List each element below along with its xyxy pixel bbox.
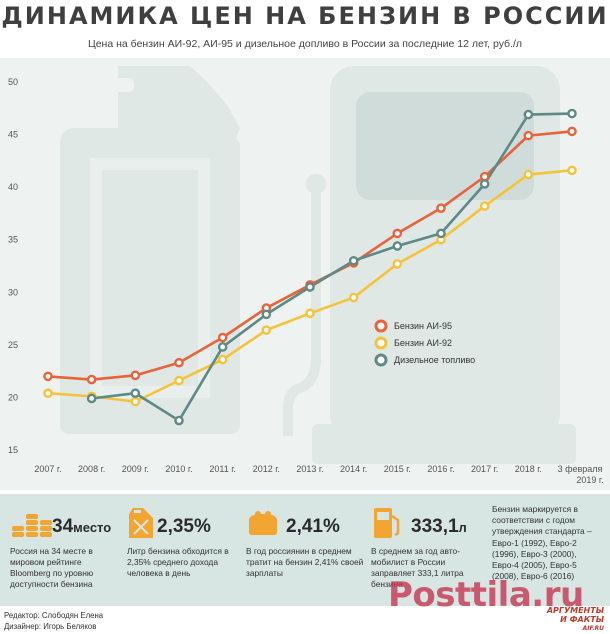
- legend-marker: [374, 353, 388, 367]
- data-point: [567, 165, 577, 176]
- series-line: [91, 112, 573, 422]
- legend-label: Бензин АИ-92: [394, 338, 452, 348]
- legend-marker: [374, 336, 388, 350]
- x-tick-label: 3 февраля: [558, 464, 603, 474]
- data-point: [348, 292, 359, 303]
- data-point: [305, 282, 315, 292]
- fact-volume-value: 333,1л: [411, 516, 467, 537]
- data-point: [86, 393, 97, 404]
- data-point: [174, 415, 184, 426]
- credits: Редактор: Слободян Елена Дизайнер: Игорь…: [4, 610, 103, 632]
- x-tick-label: 2009 г.: [122, 464, 149, 474]
- x-tick-label: 2010 г.: [165, 464, 192, 474]
- data-point: [523, 109, 534, 120]
- aif-logo: АРГУМЕНТЫ И ФАКТЫ AIF.RU: [546, 606, 604, 632]
- data-point: [567, 108, 577, 119]
- facts-panel: 34место Россия на 34 месте в мировом рей…: [0, 494, 610, 606]
- data-point: [217, 354, 228, 365]
- x-axis: 2007 г. 2008 г. 2009 г. 2010 г. 2011 г. 2012 …: [34, 464, 603, 485]
- data-point: [217, 342, 228, 352]
- data-point: [392, 241, 403, 251]
- legend-label: Дизельное топливо: [394, 355, 475, 365]
- data-point: [479, 201, 490, 211]
- purse-icon: [249, 511, 277, 535]
- jerrycan-handle: [92, 78, 134, 92]
- data-point: [217, 332, 228, 343]
- jerrycan-icon: [129, 508, 153, 538]
- data-point: [479, 171, 490, 182]
- x-tick-label-line2: 2019 г.: [576, 475, 603, 485]
- y-tick-label: 20: [8, 392, 18, 402]
- x-tick-label: 2008 г.: [78, 464, 105, 474]
- data-point: [523, 130, 534, 141]
- fact-rating-value: 34место: [52, 516, 112, 537]
- page-subtitle: Цена на бензин АИ-92, АИ-95 и дизельное …: [87, 38, 523, 50]
- x-tick-label: 2018 г.: [515, 464, 542, 474]
- y-tick-label: 25: [8, 340, 18, 350]
- y-tick-label: 40: [8, 182, 18, 192]
- page-title: ДИНАМИКА ЦЕН НА БЕНЗИН В РОССИИ: [1, 2, 609, 30]
- x-tick-label: 2013 г.: [296, 464, 323, 474]
- designer-credit: Дизайнер: Игорь Беляков: [4, 622, 97, 631]
- fact-income-text: Литр бензина обходится в 2,35% среднего …: [127, 546, 229, 578]
- editor-credit: Редактор: Слободян Елена: [4, 611, 104, 620]
- x-tick-label: 2015 г.: [384, 464, 411, 474]
- data-point: [567, 126, 577, 137]
- series-layer: [43, 108, 577, 426]
- fact-rating-text: Россия на 34 месте в мировом рейтинге Bl…: [10, 546, 94, 589]
- data-point: [436, 228, 446, 239]
- legend-marker: [374, 319, 388, 333]
- data-point: [174, 357, 184, 368]
- pump-base-illustration: [312, 424, 576, 464]
- data-point: [479, 179, 490, 189]
- y-tick-label: 50: [8, 77, 18, 87]
- euro-standards-note: Бензин маркируется в соответствии с годо…: [492, 504, 592, 582]
- data-point: [261, 325, 272, 335]
- data-point: [86, 374, 97, 385]
- pump-hose-illustration: [283, 176, 321, 436]
- legend-label: Бензин АИ-95: [394, 321, 452, 331]
- jerrycan-cross: [90, 158, 210, 398]
- y-tick-label: 35: [8, 235, 18, 245]
- data-point: [348, 255, 359, 266]
- x-tick-label: 2016 г.: [427, 464, 454, 474]
- y-tick-label: 45: [8, 130, 18, 140]
- y-tick-label: 30: [8, 287, 18, 297]
- x-tick-label: 2007 г.: [34, 464, 61, 474]
- y-tick-label: 15: [8, 445, 18, 455]
- data-point: [130, 370, 141, 381]
- fact-income-value: 2,35%: [157, 516, 211, 537]
- watermark: Posttila.ru: [388, 575, 584, 615]
- data-point: [174, 375, 184, 386]
- x-tick-label: 2014 г.: [340, 464, 367, 474]
- data-point: [43, 371, 53, 382]
- fact-salary-value: 2,41%: [286, 516, 340, 537]
- x-tick-label: 2011 г.: [209, 464, 236, 474]
- y-axis: 15 20 25 30 35 40 45 50: [8, 77, 18, 455]
- data-point: [305, 308, 315, 319]
- fuel-pump-icon: [374, 508, 400, 538]
- data-point: [523, 169, 534, 180]
- data-point: [130, 388, 141, 399]
- x-tick-label: 2017 г.: [471, 464, 498, 474]
- fact-volume-text: В среднем за год авто- мобилист в России…: [371, 546, 464, 589]
- data-point: [261, 309, 272, 320]
- fact-salary-text: В год россиянин в среднем тратит на бенз…: [246, 546, 364, 578]
- coins-stack-icon: [12, 514, 52, 537]
- data-point: [392, 259, 403, 269]
- data-point: [436, 203, 446, 213]
- data-point: [130, 396, 141, 407]
- chart-legend: Бензин АИ-95 Бензин АИ-92 Дизельное топлив…: [374, 319, 475, 367]
- data-point: [392, 228, 403, 239]
- x-tick-label: 2012 г.: [253, 464, 280, 474]
- data-point: [43, 388, 53, 399]
